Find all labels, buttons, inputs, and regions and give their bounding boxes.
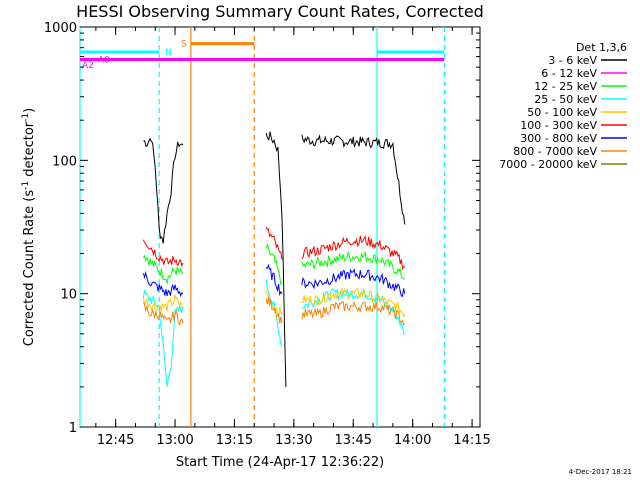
x-tick-label-0: 12:45 — [97, 433, 134, 448]
series-5-segment-1 — [265, 226, 283, 260]
series-6-segment-2 — [301, 268, 406, 297]
series-0-segment-2 — [301, 134, 406, 225]
legend-label-3: 25 - 50 keV — [534, 93, 597, 106]
bar-label-3: A2 — [82, 61, 94, 71]
legend-label-8: 7000 - 20000 keV — [499, 158, 597, 171]
series-2-segment-2 — [301, 250, 406, 280]
series-2-segment-1 — [265, 243, 283, 286]
plot-frame — [79, 26, 481, 428]
series-7-segment-0 — [142, 302, 184, 327]
y-axis-label-part1: Corrected Count Rate (s — [22, 190, 37, 347]
legend-label-1: 6 - 12 keV — [541, 67, 597, 80]
y-axis-label-sup2: -1 — [21, 113, 31, 122]
y-tick-label-1: 10 — [60, 288, 77, 303]
x-tick-label-5: 14:00 — [394, 433, 431, 448]
x-tick-label-4: 13:45 — [335, 433, 372, 448]
series-5-segment-2 — [301, 235, 405, 271]
bar-label-1: S — [181, 40, 187, 50]
x-tick-label-2: 13:15 — [216, 433, 253, 448]
bar-label-0: N — [165, 48, 172, 58]
y-axis-label-part3: ) — [22, 108, 37, 113]
series-7-segment-1 — [265, 296, 283, 324]
x-axis: 12:45 13:00 13:15 13:30 13:45 14:00 14:15 — [95, 27, 491, 448]
series-3-segment-0 — [142, 289, 184, 387]
y-tick-label-0: 1 — [69, 421, 77, 436]
series-7-segment-2 — [301, 300, 406, 326]
legend-label-0: 3 - 6 keV — [548, 54, 597, 67]
bar-label-2: A0 — [98, 56, 110, 66]
x-axis-label: Start Time (24-Apr-17 12:36:22) — [176, 455, 384, 470]
series-6-segment-0 — [142, 270, 184, 298]
y-tick-label-2: 100 — [52, 154, 77, 169]
series-0-segment-0 — [143, 137, 184, 244]
legend-label-7: 800 - 7000 keV — [513, 145, 597, 158]
y-axis-label-part2: detector — [22, 121, 37, 181]
y-tick-label-3: 1000 — [44, 21, 77, 36]
series-4-segment-2 — [301, 287, 406, 319]
legend-label-4: 50 - 100 keV — [527, 106, 597, 119]
y-axis-label: Corrected Count Rate (s-1 detector-1) — [21, 108, 37, 346]
series-5-segment-0 — [142, 239, 184, 268]
series-0-segment-1 — [265, 131, 287, 387]
legend-title: Det 1,3,6 — [576, 41, 627, 54]
series-4-segment-0 — [142, 293, 184, 314]
y-axis-label-sup1: -1 — [21, 181, 31, 190]
x-tick-label-3: 13:30 — [275, 433, 312, 448]
y-axis: 1 10 100 1000 — [44, 21, 480, 436]
attenuator-bars: NS A0 A2 — [80, 40, 445, 71]
series-3-segment-1 — [265, 278, 283, 347]
vertical-lines — [79, 27, 445, 427]
footer-timestamp: 4-Dec-2017 18:21 — [569, 468, 632, 476]
series-6-segment-1 — [265, 263, 283, 297]
legend-label-2: 12 - 25 keV — [534, 80, 597, 93]
legend-label-6: 300 - 800 keV — [520, 132, 597, 145]
x-tick-label-1: 13:00 — [156, 433, 193, 448]
series-3-segment-2 — [301, 288, 405, 335]
x-tick-label-6: 14:15 — [453, 433, 490, 448]
chart-title: HESSI Observing Summary Count Rates, Cor… — [76, 2, 484, 21]
legend-label-5: 100 - 300 keV — [520, 119, 597, 132]
series-2-segment-0 — [142, 254, 184, 284]
series-lines — [142, 131, 406, 387]
